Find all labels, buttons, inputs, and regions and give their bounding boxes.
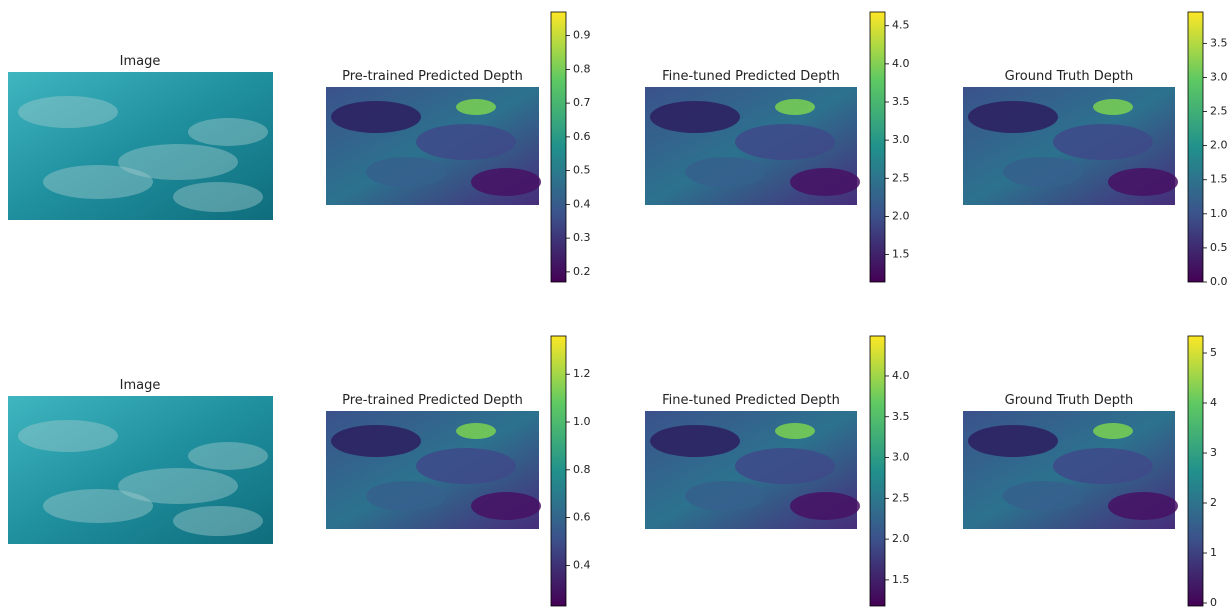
colorbar-tick-label: 0.5 <box>1210 241 1228 254</box>
colorbar-tick-label: 3.0 <box>892 133 910 146</box>
colorbar-tick-label: 2.0 <box>1210 139 1228 152</box>
colorbar-tick-label: 0.0 <box>1210 275 1228 288</box>
colorbar-tick-label: 1.2 <box>573 367 591 380</box>
depth-blob <box>968 101 1058 133</box>
colorbar-tick-label: 2.0 <box>892 209 910 222</box>
colorbar-tick-label: 3.0 <box>892 451 910 464</box>
depth-blob <box>775 99 815 115</box>
depth-blob <box>331 101 421 133</box>
depth-blob <box>1108 168 1178 196</box>
colorbar-tick-label: 2.5 <box>1210 105 1228 118</box>
colorbar <box>550 11 567 283</box>
colorbar-tick-label: 0.5 <box>573 164 591 177</box>
depth-blob <box>685 481 765 511</box>
depth-blob <box>471 492 541 520</box>
colorbar-tick-label: 2 <box>1210 496 1217 509</box>
depth-blob <box>366 157 446 187</box>
colorbar-tick-label: 0.4 <box>573 197 591 210</box>
colorbar-tick-label: 1.5 <box>892 573 910 586</box>
colorbar-tick-label: 0.4 <box>573 558 591 571</box>
colorbar-tick-label: 1.0 <box>1210 207 1228 220</box>
depth-blob <box>968 425 1058 457</box>
image-title: Image <box>120 54 161 69</box>
depth-blob <box>735 124 835 160</box>
depth-blob <box>685 157 765 187</box>
colorbar-tick-label: 4.5 <box>892 19 910 32</box>
colorbar-tick-label: 2.5 <box>892 171 910 184</box>
depth-blob <box>790 492 860 520</box>
depth-blob <box>416 124 516 160</box>
fish <box>118 468 238 504</box>
depth-blob <box>456 99 496 115</box>
depth-blob <box>1053 124 1153 160</box>
fish <box>18 420 118 452</box>
colorbar <box>550 335 567 607</box>
colorbar <box>1187 11 1204 283</box>
depth-blob <box>650 101 740 133</box>
colorbar-tick-label: 2.5 <box>892 491 910 504</box>
depth-blob <box>650 425 740 457</box>
colorbar-tick-label: 0 <box>1210 596 1217 607</box>
colorbar-tick-label: 1.5 <box>892 248 910 261</box>
depth-blob <box>1093 423 1133 439</box>
colorbar-tick-label: 3.0 <box>1210 70 1228 83</box>
fish <box>173 506 263 536</box>
colorbar-tick-label: 2.0 <box>892 532 910 545</box>
fish <box>188 442 268 470</box>
photo <box>8 72 273 220</box>
colorbar-tick-label: 5 <box>1210 346 1217 359</box>
colorbar-tick-label: 4.0 <box>892 57 910 70</box>
colorbar <box>869 335 886 607</box>
colorbar-tick-label: 0.8 <box>573 62 591 75</box>
fish <box>43 489 153 523</box>
fish <box>18 96 118 128</box>
panel-title: Fine-tuned Predicted Depth <box>662 69 840 84</box>
fish <box>118 144 238 180</box>
depth-blob <box>471 168 541 196</box>
depth-blob <box>775 423 815 439</box>
colorbar-tick-label: 1.5 <box>1210 173 1228 186</box>
depth-blob <box>1093 99 1133 115</box>
colorbar-tick-label: 1.0 <box>573 415 591 428</box>
depth-blob <box>1053 448 1153 484</box>
image-title: Image <box>120 378 161 393</box>
photo <box>8 396 273 544</box>
colorbar <box>869 11 886 283</box>
depth-blob <box>1003 481 1083 511</box>
colorbar-tick-label: 0.3 <box>573 231 591 244</box>
panel-title: Pre-trained Predicted Depth <box>342 393 523 408</box>
colorbar-tick-label: 3 <box>1210 446 1217 459</box>
panel-title: Ground Truth Depth <box>1005 393 1134 408</box>
depth-blob <box>416 448 516 484</box>
colorbar-tick-label: 3.5 <box>892 95 910 108</box>
panel-title: Ground Truth Depth <box>1005 69 1134 84</box>
colorbar-tick-label: 0.8 <box>573 463 591 476</box>
depth-blob <box>331 425 421 457</box>
colorbar-tick-label: 3.5 <box>1210 36 1228 49</box>
colorbar-tick-label: 4.0 <box>892 369 910 382</box>
depth-blob <box>366 481 446 511</box>
colorbar-tick-label: 0.9 <box>573 29 591 42</box>
colorbar-tick-label: 3.5 <box>892 410 910 423</box>
depth-blob <box>1003 157 1083 187</box>
depth-blob <box>456 423 496 439</box>
depth-blob <box>735 448 835 484</box>
colorbar-tick-label: 0.7 <box>573 96 591 109</box>
colorbar-tick-label: 4 <box>1210 396 1217 409</box>
fish <box>173 182 263 212</box>
fish <box>188 118 268 146</box>
panel-title: Fine-tuned Predicted Depth <box>662 393 840 408</box>
colorbar <box>1187 335 1204 607</box>
colorbar-tick-label: 0.2 <box>573 265 591 278</box>
panel-title: Pre-trained Predicted Depth <box>342 69 523 84</box>
depth-blob <box>790 168 860 196</box>
colorbar-tick-label: 1 <box>1210 546 1217 559</box>
colorbar-tick-label: 0.6 <box>573 130 591 143</box>
fish <box>43 165 153 199</box>
depth-blob <box>1108 492 1178 520</box>
colorbar-tick-label: 0.6 <box>573 511 591 524</box>
